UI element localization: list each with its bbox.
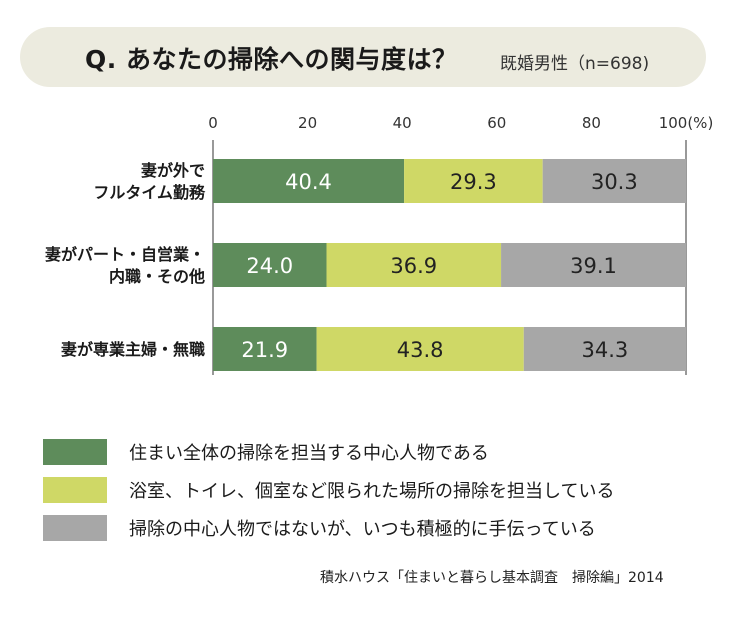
data-label: 21.9 bbox=[241, 338, 288, 362]
data-label: 34.3 bbox=[581, 338, 628, 362]
x-tick-label: 80 bbox=[582, 114, 601, 132]
legend-label-whole-house: 住まい全体の掃除を担当する中心人物である bbox=[129, 443, 489, 464]
category-label: 妻が外で bbox=[141, 161, 205, 180]
bar-segment bbox=[501, 243, 686, 287]
data-label: 29.3 bbox=[450, 170, 497, 194]
header-banner bbox=[20, 27, 706, 87]
data-label: 40.4 bbox=[285, 170, 332, 194]
bar-segment bbox=[213, 327, 317, 371]
data-label: 24.0 bbox=[246, 254, 293, 278]
x-tick-label: 0 bbox=[208, 114, 218, 132]
data-label: 36.9 bbox=[390, 254, 437, 278]
legend-item-limited-areas: 浴室、トイレ、個室など限られた場所の掃除を担当している bbox=[43, 471, 614, 509]
source-caption: 積水ハウス「住まいと暮らし基本調査 掃除編」2014 bbox=[320, 570, 664, 586]
bar-segment bbox=[213, 159, 405, 203]
legend-swatch-helps-actively bbox=[43, 515, 107, 541]
bar-segment bbox=[542, 159, 686, 203]
bar-segment bbox=[523, 327, 686, 371]
x-tick-label: 40 bbox=[393, 114, 412, 132]
bar-segment bbox=[404, 159, 543, 203]
legend-item-whole-house: 住まい全体の掃除を担当する中心人物である bbox=[43, 433, 614, 471]
legend-swatch-whole-house bbox=[43, 439, 107, 465]
legend-swatch-limited-areas bbox=[43, 477, 107, 503]
legend-label-limited-areas: 浴室、トイレ、個室など限られた場所の掃除を担当している bbox=[129, 481, 615, 502]
x-tick-label: 60 bbox=[487, 114, 506, 132]
bar-segment bbox=[326, 243, 502, 287]
x-tick-label: 100(%) bbox=[659, 114, 714, 132]
data-label: 30.3 bbox=[591, 170, 638, 194]
bar-segment bbox=[213, 243, 327, 287]
data-label: 39.1 bbox=[570, 254, 617, 278]
legend-label-helps-actively: 掃除の中心人物ではないが、いつも積極的に手伝っている bbox=[129, 519, 596, 540]
chart-title: Q. あなたの掃除への関与度は？ bbox=[85, 45, 458, 74]
legend: 住まい全体の掃除を担当する中心人物である 浴室、トイレ、個室など限られた場所の掃… bbox=[43, 433, 614, 547]
category-label: 妻がパート・自営業・ bbox=[45, 245, 205, 264]
sample-size-label: 既婚男性（n=698) bbox=[500, 54, 650, 74]
category-label: 妻が専業主婦・無職 bbox=[61, 340, 205, 359]
data-label: 43.8 bbox=[397, 338, 444, 362]
legend-item-helps-actively: 掃除の中心人物ではないが、いつも積極的に手伝っている bbox=[43, 509, 614, 547]
category-label: 内職・その他 bbox=[109, 267, 205, 286]
x-tick-label: 20 bbox=[298, 114, 317, 132]
category-label: フルタイム勤務 bbox=[93, 183, 206, 202]
bar-segment bbox=[316, 327, 524, 371]
